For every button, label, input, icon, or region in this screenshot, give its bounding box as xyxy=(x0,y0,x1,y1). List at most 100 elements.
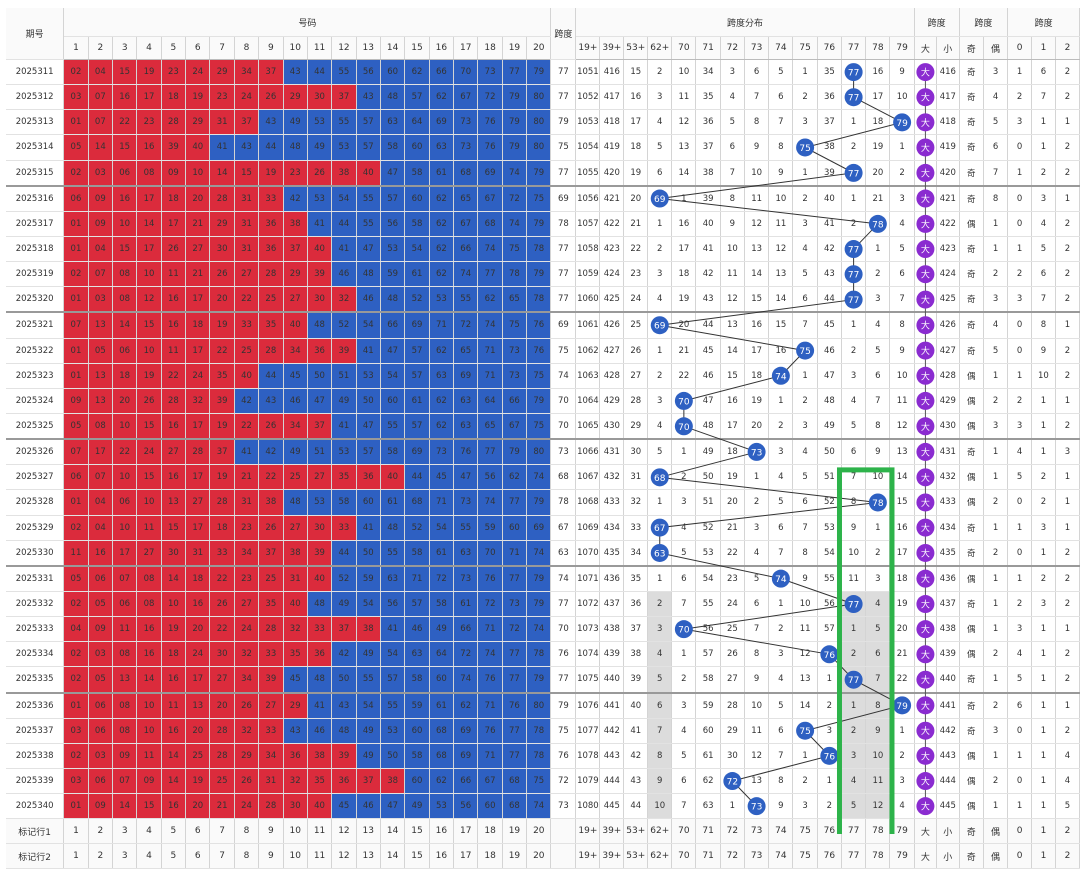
number-cell: 10 xyxy=(185,160,211,187)
size-cell xyxy=(914,515,938,541)
number-cell: 55 xyxy=(331,109,357,136)
number-cell: 78 xyxy=(526,286,552,313)
number-cell: 16 xyxy=(112,184,138,212)
size-cell xyxy=(914,464,938,491)
number-cell: 25 xyxy=(209,768,235,795)
number-cell: 24 xyxy=(185,363,211,389)
mod3-cell: 3 xyxy=(1007,109,1032,136)
number-cell: 53 xyxy=(380,718,406,744)
mod3-cell: 4 xyxy=(1055,743,1080,769)
number-cell: 64 xyxy=(429,641,455,668)
mod3-cell: 0 xyxy=(1007,311,1032,339)
footer-mod3: 1 xyxy=(1031,843,1056,869)
number-cell: 07 xyxy=(88,109,114,136)
dist-cell: 1 xyxy=(865,515,891,541)
number-cell: 18 xyxy=(185,311,211,339)
number-cell: 02 xyxy=(63,59,89,86)
stat-cell: 438 xyxy=(599,616,625,643)
number-cell: 59 xyxy=(404,691,430,719)
number-cell: 05 xyxy=(88,591,114,618)
number-cell: 33 xyxy=(209,540,235,567)
number-cell: 59 xyxy=(380,261,406,288)
number-cell: 17 xyxy=(112,540,138,567)
stat-cell xyxy=(647,184,673,212)
parity-cell: 1 xyxy=(983,616,1009,643)
dist-cell xyxy=(841,84,867,111)
header-dist-col: 70 xyxy=(671,36,697,60)
number-cell: 19 xyxy=(185,768,211,795)
number-cell: 66 xyxy=(453,616,479,643)
footer-dist: 77 xyxy=(841,843,867,869)
number-cell: 79 xyxy=(526,59,552,86)
number-cell: 64 xyxy=(477,388,503,414)
footer-label: 标记行2 xyxy=(6,843,65,869)
dist-cell: 8 xyxy=(889,311,915,339)
footer-mod3: 0 xyxy=(1007,818,1032,845)
number-cell: 18 xyxy=(112,363,138,389)
parity-cell: 偶 xyxy=(959,793,984,820)
number-cell: 53 xyxy=(331,134,357,161)
period-cell: 2025332 xyxy=(6,591,65,618)
dist-cell: 4 xyxy=(841,768,867,795)
header-num-col: 7 xyxy=(209,36,235,60)
number-cell: 72 xyxy=(453,641,479,668)
number-cell: 26 xyxy=(209,261,235,288)
span-cell: 70 xyxy=(550,616,577,643)
header-mod3: 跨度 xyxy=(1007,8,1080,37)
number-cell: 61 xyxy=(429,160,455,187)
stat-cell: 422 xyxy=(599,211,625,237)
mod3-cell: 2 xyxy=(1031,160,1056,187)
number-cell: 21 xyxy=(234,464,260,491)
dist-cell: 43 xyxy=(695,286,721,313)
stat-cell: 423 xyxy=(599,236,625,263)
table-row: 2025311 02 04 15 19 23 24 29 34 37 43 44 55 56 60 62 66 7… xyxy=(6,59,1080,86)
size-cell: 443 xyxy=(936,743,960,769)
number-cell: 74 xyxy=(526,616,552,643)
number-cell: 64 xyxy=(404,109,430,136)
number-cell: 74 xyxy=(477,311,503,339)
number-cell: 55 xyxy=(380,691,406,719)
number-cell: 31 xyxy=(234,489,260,516)
number-cell: 54 xyxy=(380,363,406,389)
dist-cell: 1 xyxy=(792,743,818,769)
number-cell: 52 xyxy=(331,564,357,592)
span-cell: 77 xyxy=(550,59,577,86)
number-cell: 01 xyxy=(63,338,89,364)
size-cell: 430 xyxy=(936,413,960,440)
number-cell: 37 xyxy=(258,59,284,86)
mod3-cell: 5 xyxy=(1031,236,1056,263)
dist-cell: 13 xyxy=(792,666,818,694)
number-cell: 28 xyxy=(161,388,187,414)
number-cell: 65 xyxy=(453,184,479,212)
number-cell: 30 xyxy=(283,793,308,820)
number-cell: 49 xyxy=(356,641,381,668)
parity-cell: 2 xyxy=(983,489,1009,516)
number-cell: 69 xyxy=(429,109,455,136)
number-cell: 60 xyxy=(380,59,406,86)
number-cell: 35 xyxy=(258,591,284,618)
period-cell: 2025326 xyxy=(6,438,65,466)
number-cell: 11 xyxy=(136,515,162,541)
number-cell: 80 xyxy=(526,438,552,466)
table-row: 2025322 01 05 06 10 11 17 22 25 28 34 36 39 41 47 57 62 6… xyxy=(6,338,1080,364)
size-cell: 422 xyxy=(936,211,960,237)
number-cell: 66 xyxy=(453,768,479,795)
mod3-cell: 1 xyxy=(1031,388,1056,414)
stat-cell: 1056 xyxy=(575,184,601,212)
number-cell: 28 xyxy=(209,718,235,744)
number-cell: 30 xyxy=(161,540,187,567)
stat-cell: 1 xyxy=(647,211,673,237)
number-cell: 43 xyxy=(258,109,284,136)
number-cell: 74 xyxy=(453,261,479,288)
number-cell: 19 xyxy=(136,59,162,86)
parity-cell: 2 xyxy=(983,388,1009,414)
table-row: 2025335 02 05 13 14 16 17 27 34 39 45 48 50 55 57 58 60 7… xyxy=(6,666,1080,694)
table-row: 2025319 02 07 08 10 11 21 26 27 28 29 39 46 48 59 61 62 7… xyxy=(6,261,1080,288)
dist-cell: 19 xyxy=(865,134,891,161)
span-cell: 77 xyxy=(550,666,577,694)
footer-stat: 39+ xyxy=(599,843,625,869)
size-cell: 435 xyxy=(936,540,960,567)
number-cell: 53 xyxy=(429,793,455,820)
dist-cell: 62 xyxy=(695,768,721,795)
dist-cell: 5 xyxy=(792,261,818,288)
